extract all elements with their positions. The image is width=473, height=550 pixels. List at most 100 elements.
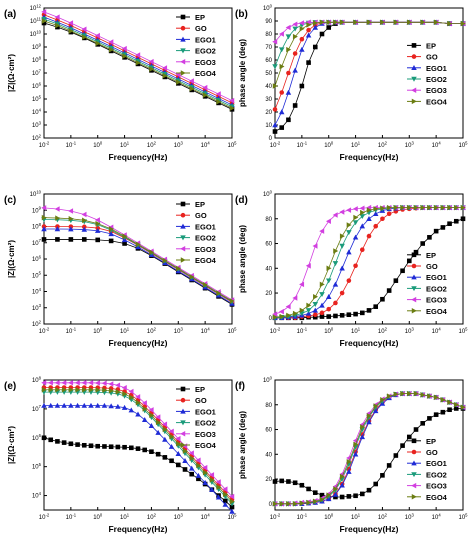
data-point — [272, 122, 278, 128]
y-tick-label: 103 — [32, 303, 42, 312]
data-point — [299, 83, 305, 89]
series-ego4 — [272, 19, 466, 89]
data-point — [55, 215, 61, 221]
data-point — [286, 70, 291, 76]
data-point — [196, 462, 202, 469]
y-tick-label: 20 — [265, 110, 272, 116]
data-point — [209, 486, 215, 492]
data-point — [55, 386, 61, 393]
data-point — [41, 214, 47, 221]
data-point — [81, 237, 87, 242]
data-point — [312, 24, 319, 30]
y-tick-label: 40 — [265, 452, 272, 458]
data-point — [413, 204, 419, 211]
data-point — [202, 469, 208, 476]
data-point — [447, 399, 453, 406]
data-point — [155, 451, 161, 457]
data-point — [61, 402, 67, 408]
data-point — [108, 231, 114, 237]
x-tick-label: 101 — [351, 326, 361, 335]
x-tick-label: 104 — [201, 326, 211, 335]
data-point — [279, 501, 285, 507]
data-point — [433, 412, 439, 417]
data-point — [129, 394, 135, 401]
data-point — [148, 58, 154, 65]
data-point — [433, 394, 439, 401]
x-tick-label: 100 — [93, 512, 103, 521]
data-point — [272, 479, 278, 484]
data-point — [306, 27, 311, 33]
series-ego3 — [41, 380, 235, 500]
data-point — [149, 66, 155, 72]
legend-label: EGO3 — [195, 245, 216, 254]
data-point — [319, 281, 325, 288]
data-point — [353, 19, 359, 26]
data-point — [339, 19, 345, 26]
y-axis-label: |Z|(Ω·cm²) — [7, 240, 16, 278]
data-point — [155, 419, 161, 426]
data-point — [353, 441, 359, 448]
data-point — [278, 109, 285, 115]
data-point — [82, 217, 88, 224]
data-point — [47, 380, 53, 386]
data-point — [380, 473, 385, 478]
data-point — [68, 386, 74, 393]
x-tick-label: 104 — [432, 140, 442, 149]
y-tick-label: 40 — [265, 84, 272, 90]
legend-marker — [411, 308, 417, 314]
x-tick-label: 10-1 — [66, 326, 77, 335]
data-point — [209, 472, 215, 478]
data-point — [440, 225, 446, 230]
data-point — [128, 445, 134, 451]
y-tick-label: 106 — [32, 254, 42, 263]
legend-label: GO — [426, 262, 438, 271]
x-tick-label: 101 — [120, 512, 130, 521]
data-point — [352, 451, 359, 457]
legend-marker — [411, 286, 417, 292]
x-axis-label: Frequency(Hz) — [339, 152, 398, 162]
data-point — [292, 33, 298, 40]
data-point — [285, 24, 291, 31]
data-point — [68, 226, 74, 232]
x-tick-label: 101 — [351, 140, 361, 149]
y-tick-label: 100 — [263, 3, 273, 12]
data-point — [168, 428, 174, 435]
data-point — [215, 479, 221, 485]
legend-marker — [411, 76, 417, 82]
legend-marker — [411, 438, 417, 444]
x-tick-label: 103 — [405, 512, 415, 521]
data-point — [141, 417, 148, 422]
data-point — [279, 63, 285, 70]
panel-c: (c) 10-2 10-1 100 101 102 103 104 105 1010 109 108 1… — [4, 189, 237, 348]
data-point — [292, 310, 298, 317]
legend-marker — [411, 263, 417, 269]
data-point — [305, 310, 312, 316]
data-point — [41, 226, 47, 232]
legend-label: EGO1 — [426, 273, 447, 282]
data-point — [427, 204, 433, 211]
data-point — [88, 386, 94, 393]
legend-label: EGO3 — [426, 296, 447, 305]
data-point — [359, 247, 365, 253]
legend-label: GO — [426, 53, 438, 62]
data-point — [182, 448, 188, 454]
x-tick-label: 10-2 — [39, 326, 50, 335]
y-tick-label: 107 — [32, 238, 42, 247]
x-tick-label: 103 — [405, 140, 415, 149]
data-point — [175, 435, 181, 442]
y-tick-label: 0 — [269, 136, 273, 142]
data-point — [319, 496, 325, 503]
data-point — [115, 389, 121, 395]
data-point — [195, 472, 202, 478]
y-tick-label: 0 — [269, 502, 273, 508]
data-point — [202, 92, 208, 98]
data-point — [94, 402, 101, 408]
y-tick-label: 60 — [265, 58, 272, 64]
data-point — [312, 307, 319, 313]
data-point — [366, 233, 372, 239]
data-point — [319, 292, 325, 298]
data-point — [41, 380, 47, 386]
data-point — [68, 237, 74, 242]
data-point — [279, 125, 285, 130]
